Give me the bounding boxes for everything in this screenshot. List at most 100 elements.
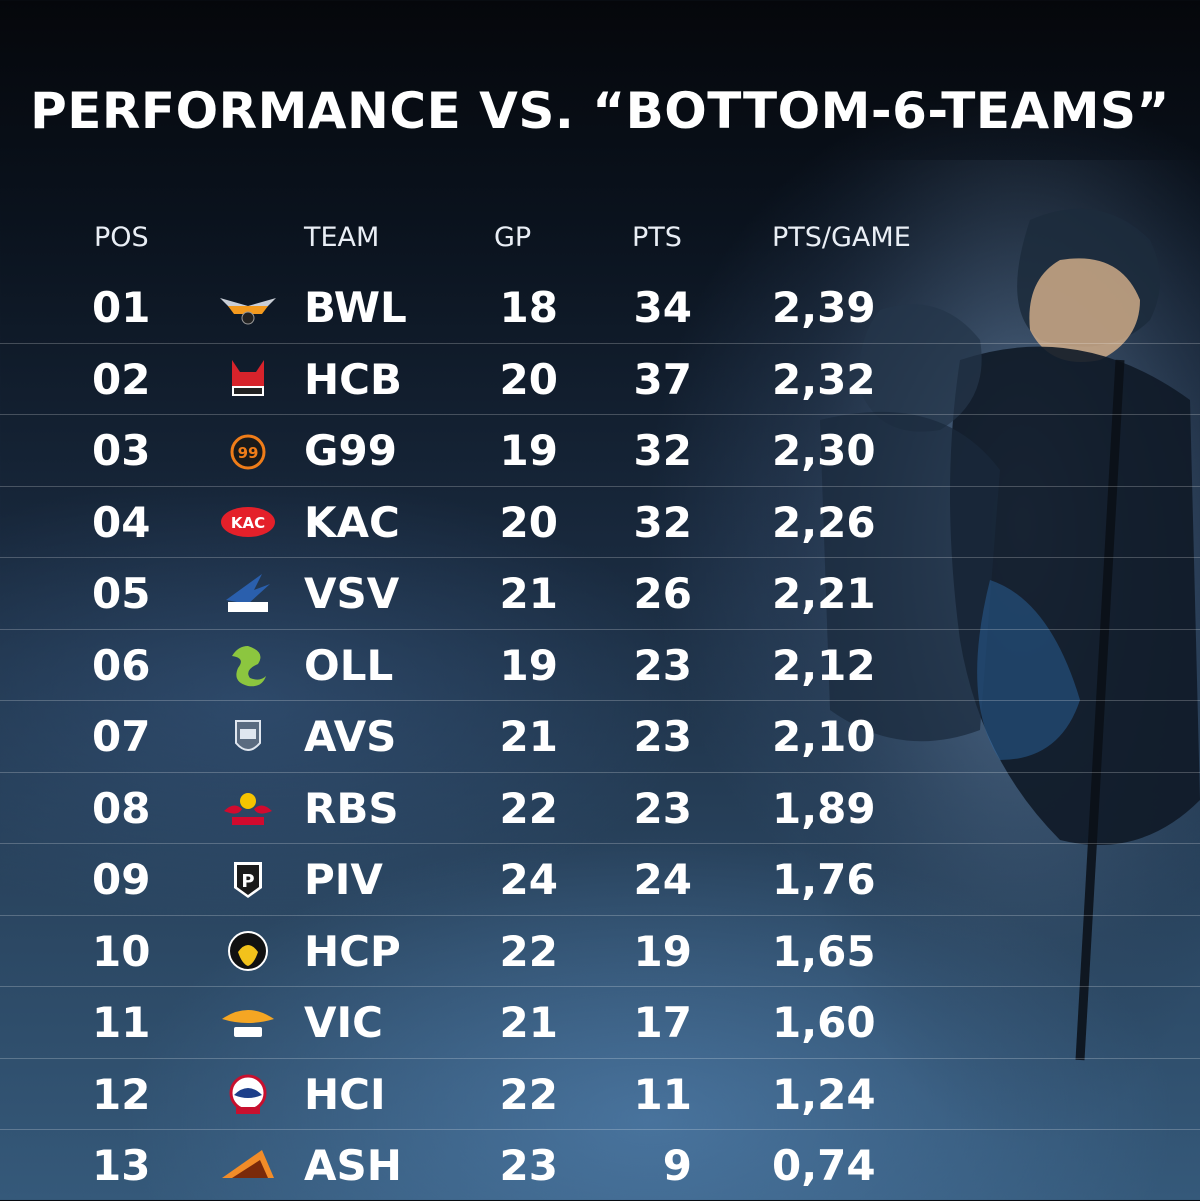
position-cell: 12	[92, 1069, 151, 1119]
hcp-eagle-logo-icon	[218, 928, 278, 974]
column-header-gp: GP	[494, 222, 532, 253]
column-header-team: TEAM	[304, 222, 380, 253]
table-row: 02 HCB 20 37 2,32	[0, 344, 1200, 415]
team-cell: OLL	[304, 640, 394, 690]
table-row: 05 VSV 21 26 2,21	[0, 558, 1200, 630]
position-cell: 13	[92, 1141, 151, 1190]
position-cell: 03	[92, 426, 151, 475]
points-per-game-cell: 1,65	[772, 926, 876, 976]
points-per-game-cell: 2,12	[772, 640, 876, 690]
svg-text:KAC: KAC	[231, 514, 265, 532]
table-row: 01 BWL 18 34 2,39	[0, 272, 1200, 344]
page-title: PERFORMANCE VS. “BOTTOM-6-TEAMS”	[30, 82, 1170, 140]
table-row: 11 VIC 21 17 1,60	[0, 987, 1200, 1059]
position-cell: 06	[92, 640, 151, 690]
red-bull-logo-icon	[218, 785, 278, 831]
games-played-cell: 24	[499, 855, 558, 904]
points-cell: 23	[633, 640, 692, 690]
points-per-game-cell: 0,74	[772, 1141, 876, 1190]
position-cell: 02	[92, 354, 151, 404]
team-cell: RBS	[304, 783, 399, 833]
team-cell: G99	[304, 426, 397, 475]
kac-logo-icon: KAC	[218, 499, 278, 545]
points-per-game-cell: 2,32	[772, 354, 876, 404]
points-per-game-cell: 1,60	[772, 998, 876, 1047]
pioneers-logo-icon: P	[218, 856, 278, 902]
position-cell: 04	[92, 497, 151, 547]
team-cell: HCI	[304, 1069, 386, 1119]
points-cell: 24	[633, 855, 692, 904]
games-played-cell: 18	[499, 283, 558, 332]
haie-logo-icon	[218, 1071, 278, 1117]
foxes-logo-icon	[218, 356, 278, 402]
games-played-cell: 23	[499, 1141, 558, 1190]
asiago-logo-icon	[218, 1142, 278, 1188]
avs-crest-logo-icon	[218, 713, 278, 759]
points-per-game-cell: 1,76	[772, 855, 876, 904]
games-played-cell: 21	[499, 569, 558, 618]
team-cell: VIC	[304, 998, 383, 1047]
team-cell: HCP	[304, 926, 401, 976]
games-played-cell: 21	[499, 712, 558, 761]
table-header: POS TEAM GP PTS PTS/GAME	[0, 222, 1200, 262]
games-played-cell: 19	[499, 426, 558, 475]
games-played-cell: 20	[499, 354, 558, 404]
position-cell: 09	[92, 855, 151, 904]
column-header-pts-per-game: PTS/GAME	[772, 222, 911, 253]
table-row: 08 RBS 22 23 1,89	[0, 773, 1200, 844]
table-row: 03 99 G99 19 32 2,30	[0, 415, 1200, 487]
points-per-game-cell: 1,89	[772, 783, 876, 833]
points-cell: 9	[662, 1141, 692, 1190]
points-per-game-cell: 2,26	[772, 497, 876, 547]
graz99ers-logo-icon: 99	[218, 427, 278, 473]
points-cell: 32	[633, 497, 692, 547]
points-per-game-cell: 2,39	[772, 283, 876, 332]
points-cell: 23	[633, 712, 692, 761]
points-per-game-cell: 2,10	[772, 712, 876, 761]
points-cell: 17	[633, 998, 692, 1047]
games-played-cell: 20	[499, 497, 558, 547]
position-cell: 07	[92, 712, 151, 761]
position-cell: 10	[92, 926, 151, 976]
points-per-game-cell: 2,30	[772, 426, 876, 475]
team-cell: ASH	[304, 1141, 402, 1190]
svg-text:P: P	[241, 871, 254, 892]
points-cell: 32	[633, 426, 692, 475]
vsv-eagle-logo-icon	[218, 570, 278, 616]
team-cell: VSV	[304, 569, 400, 618]
table-row: 09 P PIV 24 24 1,76	[0, 844, 1200, 916]
points-cell: 11	[633, 1069, 692, 1119]
team-cell: BWL	[304, 283, 407, 332]
position-cell: 08	[92, 783, 151, 833]
points-cell: 26	[633, 569, 692, 618]
team-cell: AVS	[304, 712, 397, 761]
table-row: 04 KAC KAC 20 32 2,26	[0, 487, 1200, 558]
team-cell: HCB	[304, 354, 402, 404]
games-played-cell: 21	[499, 998, 558, 1047]
games-played-cell: 22	[499, 926, 558, 976]
table-row: 10 HCP 22 19 1,65	[0, 916, 1200, 987]
points-cell: 19	[633, 926, 692, 976]
capitals-logo-icon	[218, 999, 278, 1045]
games-played-cell: 22	[499, 783, 558, 833]
position-cell: 01	[92, 283, 151, 332]
column-header-pts: PTS	[632, 222, 682, 253]
dragon-logo-icon	[218, 642, 278, 688]
column-header-pos: POS	[94, 222, 149, 253]
team-cell: PIV	[304, 855, 383, 904]
points-per-game-cell: 1,24	[772, 1069, 876, 1119]
points-cell: 34	[633, 283, 692, 332]
standings-table: 01 BWL 18 34 2,39 02 HCB 20 37 2,32 03 99 G99 19 32 2,3…	[0, 272, 1200, 1201]
table-row: 13 ASH 23 9 0,74	[0, 1130, 1200, 1201]
table-row: 07 AVS 21 23 2,10	[0, 701, 1200, 773]
svg-text:99: 99	[238, 444, 259, 462]
position-cell: 11	[92, 998, 151, 1047]
position-cell: 05	[92, 569, 151, 618]
games-played-cell: 19	[499, 640, 558, 690]
black-wings-logo-icon	[218, 284, 278, 330]
points-cell: 37	[633, 354, 692, 404]
table-row: 12 HCI 22 11 1,24	[0, 1059, 1200, 1130]
table-row: 06 OLL 19 23 2,12	[0, 630, 1200, 701]
points-per-game-cell: 2,21	[772, 569, 876, 618]
team-cell: KAC	[304, 497, 400, 547]
